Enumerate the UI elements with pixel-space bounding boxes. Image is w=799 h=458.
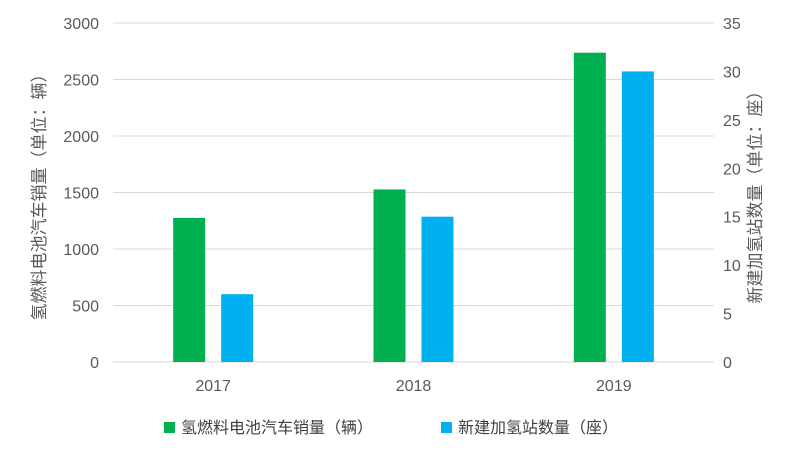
right-axis-title: 新建加氢站数量（单位：座） [746, 83, 766, 304]
right-tick-label: 25 [723, 113, 741, 130]
right-axis-ticks: 0 5 10 15 20 25 30 35 [723, 16, 741, 372]
left-axis-title: 氢燃料电池汽车销量（单位：辆） [30, 66, 50, 321]
x-tick-label: 2017 [195, 378, 231, 395]
left-tick-label: 0 [90, 355, 99, 372]
right-tick-label: 20 [723, 161, 741, 178]
bar-sales-2018 [373, 189, 406, 362]
left-tick-label: 3000 [63, 16, 99, 33]
gridlines [113, 22, 714, 363]
legend-label: 氢燃料电池汽车销量（辆） [181, 418, 373, 437]
bars [173, 52, 654, 363]
left-tick-label: 1000 [63, 242, 99, 259]
bar-stations-2018 [421, 216, 454, 362]
legend: 氢燃料电池汽车销量（辆） 新建加氢站数量（座） [164, 418, 618, 437]
right-tick-label: 15 [723, 210, 741, 227]
x-tick-label: 2018 [396, 378, 432, 395]
bar-stations-2017 [221, 294, 254, 362]
left-tick-label: 2500 [63, 73, 99, 90]
bar-sales-2017 [173, 217, 206, 362]
right-tick-label: 10 [723, 258, 741, 275]
x-tick-label: 2019 [596, 378, 632, 395]
x-axis-ticks: 2017 2018 2019 [195, 378, 631, 395]
right-tick-label: 35 [723, 16, 741, 33]
bar-stations-2019 [621, 71, 654, 362]
left-tick-label: 500 [72, 299, 99, 316]
legend-swatch [441, 422, 452, 433]
right-tick-label: 0 [723, 355, 732, 372]
legend-label: 新建加氢站数量（座） [458, 418, 618, 437]
right-tick-label: 30 [723, 64, 741, 81]
left-axis-ticks: 0 500 1000 1500 2000 2500 3000 [63, 16, 99, 372]
left-tick-label: 2000 [63, 129, 99, 146]
bar-sales-2019 [573, 52, 606, 363]
legend-swatch [164, 422, 175, 433]
left-tick-label: 1500 [63, 186, 99, 203]
right-tick-label: 5 [723, 307, 732, 324]
